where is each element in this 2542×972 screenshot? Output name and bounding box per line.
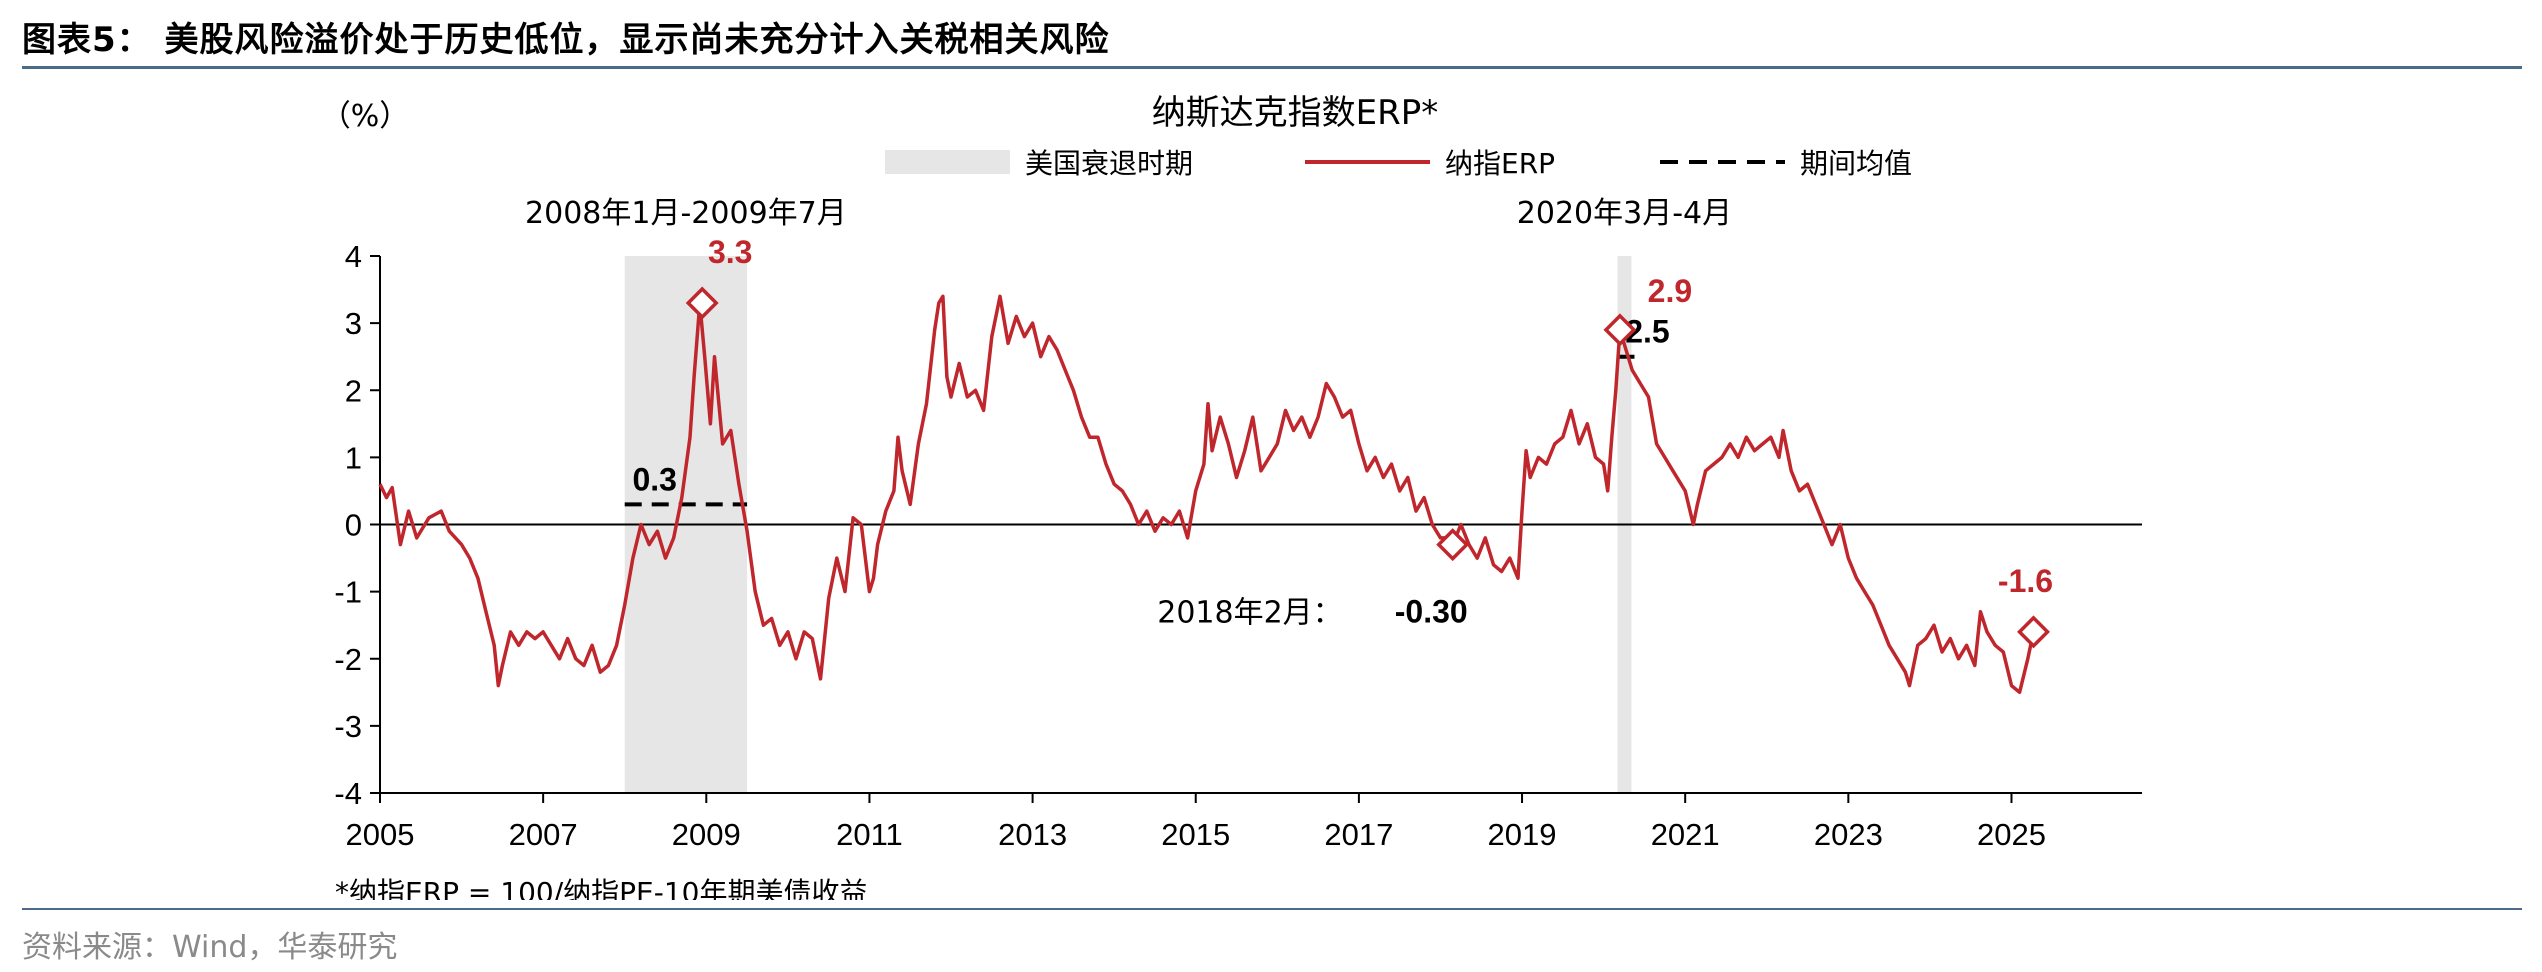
marker-3 (1603, 313, 1637, 347)
legend-series-label: 纳指ERP (1445, 147, 1555, 180)
marker-label-prefix: 2018年2月： (1157, 596, 1342, 631)
y-tick-label: -3 (334, 709, 362, 744)
x-tick-label: 2007 (509, 817, 578, 852)
y-tick-label: 3 (345, 306, 362, 341)
x-tick-label: 2011 (836, 817, 903, 852)
x-tick-label: 2013 (998, 817, 1067, 852)
recession-label-1: 2008年1月-2009年7月 (525, 196, 847, 231)
legend-mean-label: 期间均值 (1800, 147, 1912, 180)
top-rule (22, 66, 2522, 69)
y-axis-unit: （%） (321, 99, 410, 134)
chart-title: 纳斯达克指数ERP* (1152, 93, 1439, 133)
x-tick-label: 2005 (346, 817, 415, 852)
y-tick-label: 1 (345, 440, 362, 475)
y-tick-label: -2 (334, 642, 362, 677)
axes: 4 3 2 1 0 -1 -2 -3 -4 2005 2007 2009 2011 2013 2015 201… (334, 239, 2142, 852)
marker-label-2: -0.30 (1395, 594, 1468, 630)
marker-label-3: 2.9 (1648, 273, 1692, 309)
mean-label-1: 0.3 (632, 461, 676, 497)
x-tick-label: 2017 (1324, 817, 1393, 852)
legend-recession-swatch (885, 150, 1010, 174)
y-tick-label: 0 (345, 508, 362, 543)
marker-label-1: 3.3 (708, 234, 752, 270)
recession-label-2: 2020年3月-4月 (1517, 196, 1732, 231)
x-tick-label: 2023 (1814, 817, 1883, 852)
marker-1 (685, 286, 719, 320)
legend: 美国衰退时期 纳指ERP 期间均值 (885, 147, 1912, 180)
x-tick-label: 2009 (672, 817, 741, 852)
x-tick-label: 2019 (1488, 817, 1557, 852)
y-tick-label: 2 (345, 373, 362, 408)
bottom-rule (22, 908, 2522, 910)
y-tick-label: -1 (334, 575, 362, 610)
y-tick-label: 4 (345, 239, 362, 274)
mean-lines: 0.32.5 (624, 314, 1670, 507)
marker-2 (1436, 528, 1470, 562)
legend-recession-label: 美国衰退时期 (1025, 147, 1193, 180)
source-note: 资料来源：Wind，华泰研究 (22, 930, 398, 965)
series-line-1 (378, 294, 2036, 695)
x-tick-label: 2025 (1977, 817, 2046, 852)
marker-label-4: -1.6 (1998, 563, 2053, 599)
series-layer (378, 294, 2036, 695)
x-tick-label: 2015 (1161, 817, 1230, 852)
y-tick-label: -4 (334, 776, 362, 811)
footnote: *纳指ERP = 100/纳指PE-10年期美债收益 (335, 876, 867, 900)
x-tick-label: 2021 (1651, 817, 1720, 852)
markers: 3.3 2018年2月： -0.30 2.9 -1.6 (685, 234, 2053, 649)
marker-4 (2017, 615, 2050, 649)
recession-bands: 2008年1月-2009年7月 2020年3月-4月 (525, 196, 1732, 793)
figure-title: 图表5： 美股风险溢价处于历史低位，显示尚未充分计入关税相关风险 (22, 20, 1110, 60)
nasdaq-erp-chart: 纳斯达克指数ERP* （%） 美国衰退时期 纳指ERP 期间均值 2008年1月… (321, 93, 2142, 900)
